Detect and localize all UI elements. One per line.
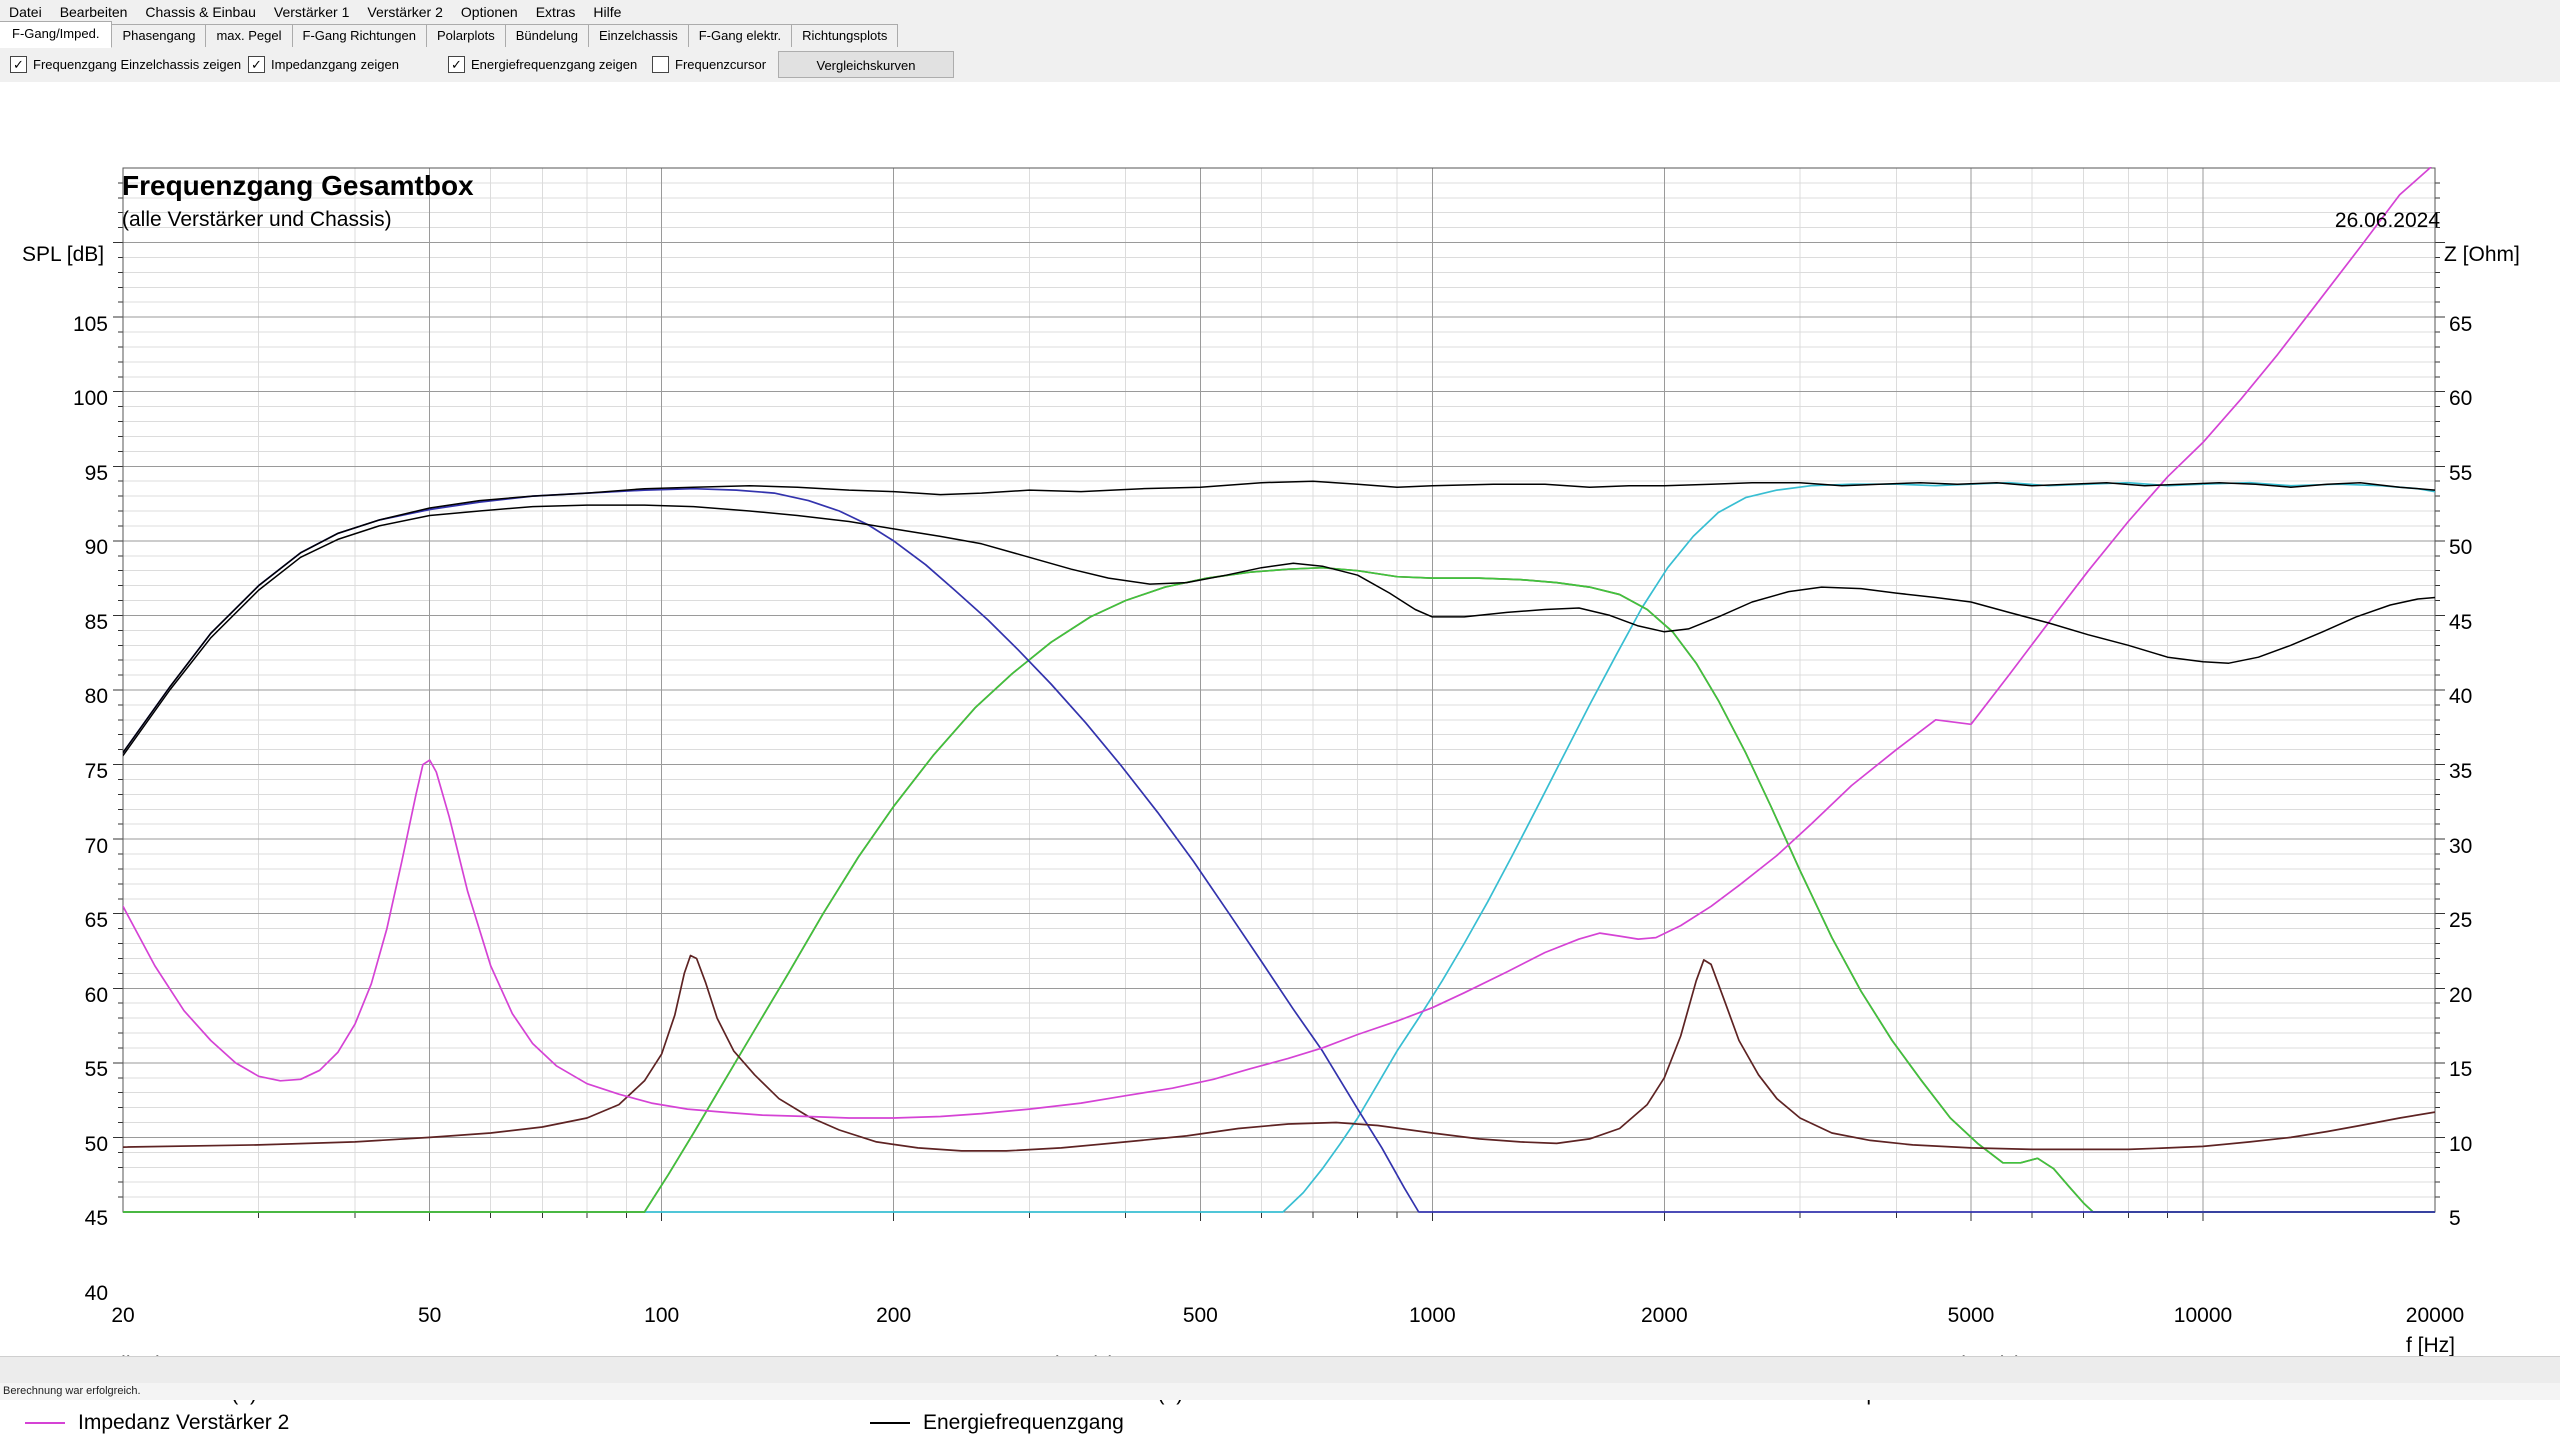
- tab-b-ndelung[interactable]: Bündelung: [504, 24, 589, 47]
- menu-item-optionen[interactable]: Optionen: [460, 4, 518, 20]
- y-left-tick-105: 105: [72, 312, 108, 336]
- checkbox-box[interactable]: ✓: [448, 56, 465, 73]
- y-left-tick-40: 40: [84, 1282, 108, 1305]
- y-left-tick-75: 75: [84, 760, 108, 783]
- menu-item-extras[interactable]: Extras: [535, 4, 576, 20]
- y-left-tick-55: 55: [84, 1058, 108, 1082]
- curve-impedanz-verst-rker-2: [123, 167, 2432, 1119]
- curve-impedanz-verst-rker-1: [123, 954, 2435, 1152]
- x-tick-1000: 1000: [1408, 1304, 1456, 1327]
- checkbox-impedanzgang-zeigen[interactable]: ✓ Impedanzgang zeigen: [248, 56, 399, 73]
- tab-f-gang-imped-[interactable]: F-Gang/Imped.: [0, 21, 113, 48]
- checkbox-frequenzcursor[interactable]: Frequenzcursor: [652, 56, 766, 73]
- y-right-tick-35: 35: [2449, 760, 2473, 783]
- menu-bar: Datei Bearbeiten Chassis & Einbau Verstärke…: [0, 0, 2560, 24]
- x-tick-20000: 20000: [2405, 1304, 2465, 1327]
- legend-label-energiefrequenzgang: Energiefrequenzgang: [923, 1411, 1124, 1434]
- checkbox-label: Frequenzgang Einzelchassis zeigen: [33, 57, 242, 72]
- curve-amplitude-gesamt: [123, 480, 2435, 754]
- curve-al-130-8-ohm-2-: [123, 566, 2435, 1213]
- frequency-response-chart: [113, 167, 2445, 1221]
- checkbox-box[interactable]: [652, 56, 669, 73]
- y-right-tick-20: 20: [2449, 983, 2473, 1007]
- bottom-strip: [0, 1356, 2560, 1384]
- x-tick-20: 20: [111, 1304, 135, 1327]
- y-left-axis-label: SPL [dB]: [22, 243, 105, 266]
- tab-f-gang-richtungen[interactable]: F-Gang Richtungen: [291, 24, 427, 47]
- chart-date: 26.06.2024: [2334, 209, 2440, 232]
- tab-max-pegel[interactable]: max. Pegel: [205, 24, 293, 47]
- curve-ke-25-sc-wg-8-ohm-4-: [123, 481, 2435, 1213]
- menu-item-verst-rker-2[interactable]: Verstärker 2: [367, 4, 443, 20]
- y-right-tick-45: 45: [2449, 610, 2473, 634]
- x-tick-100: 100: [644, 1304, 680, 1327]
- x-tick-500: 500: [1182, 1304, 1218, 1327]
- y-left-tick-60: 60: [84, 983, 108, 1007]
- menu-item-verst-rker-1[interactable]: Verstärker 1: [273, 4, 350, 20]
- tab-f-gang-elektr-[interactable]: F-Gang elektr.: [687, 24, 793, 47]
- x-tick-200: 200: [876, 1304, 912, 1327]
- tab-richtungsplots[interactable]: Richtungsplots: [791, 24, 899, 47]
- menu-item-datei[interactable]: Datei: [9, 4, 42, 20]
- x-tick-2000: 2000: [1640, 1304, 1688, 1327]
- tab-bar: F-Gang/Imped. Phasengang max. Pegel F-Gang …: [0, 21, 2560, 48]
- y-right-tick-50: 50: [2449, 536, 2473, 560]
- y-right-tick-65: 65: [2449, 312, 2473, 336]
- checkbox-label: Energiefrequenzgang zeigen: [471, 57, 638, 72]
- checkbox-box[interactable]: ✓: [248, 56, 265, 73]
- checkbox-label: Frequenzcursor: [675, 57, 767, 72]
- menu-item-hilfe[interactable]: Hilfe: [593, 4, 622, 20]
- menu-item-chassis-einbau[interactable]: Chassis & Einbau: [145, 4, 256, 20]
- y-left-tick-65: 65: [84, 909, 108, 933]
- x-tick-50: 50: [417, 1304, 442, 1327]
- chart-subtitle: (alle Verstärker und Chassis): [122, 208, 392, 231]
- y-right-axis-label: Z [Ohm]: [2444, 243, 2520, 266]
- curve-al-130-8-ohm-3-: [123, 566, 2435, 1213]
- y-right-tick-5: 5: [2449, 1207, 2461, 1231]
- y-left-tick-80: 80: [84, 685, 108, 709]
- checkbox-energiefrequenzgang-zeigen[interactable]: ✓ Energiefrequenzgang zeigen: [448, 56, 637, 73]
- y-right-tick-30: 30: [2449, 834, 2473, 858]
- y-right-tick-10: 10: [2449, 1132, 2473, 1156]
- y-right-tick-15: 15: [2449, 1058, 2473, 1082]
- legend-label-impedanz-verst-rker-2: Impedanz Verstärker 2: [78, 1411, 290, 1434]
- menu-item-bearbeiten[interactable]: Bearbeiten: [59, 4, 128, 20]
- legend-swatch-energiefrequenzgang: [870, 1422, 910, 1424]
- curve-energiefrequenzgang: [123, 504, 2435, 757]
- y-left-tick-45: 45: [84, 1207, 108, 1231]
- y-left-tick-85: 85: [84, 610, 108, 634]
- y-left-tick-100: 100: [72, 387, 108, 411]
- chart-panel: Frequenzgang Gesamtbox (alle Verstärker …: [0, 82, 2560, 1434]
- y-right-tick-25: 25: [2449, 909, 2473, 933]
- y-right-tick-60: 60: [2449, 387, 2473, 411]
- options-toolbar: Vergleichskurven einblenden ✓ Frequenzgan…: [0, 47, 2560, 98]
- checkbox-label: Impedanzgang zeigen: [271, 57, 399, 72]
- y-left-tick-50: 50: [84, 1132, 108, 1156]
- show-comparison-curves-button[interactable]: Vergleichskurven einblenden: [778, 51, 954, 98]
- x-tick-10000: 10000: [2173, 1304, 2233, 1327]
- status-bar: Berechnung war erfolgreich.: [0, 1383, 2560, 1400]
- tab-einzelchassis[interactable]: Einzelchassis: [587, 24, 689, 47]
- checkbox-box[interactable]: ✓: [10, 56, 27, 73]
- y-right-tick-55: 55: [2449, 461, 2473, 485]
- chart-title: Frequenzgang Gesamtbox: [122, 170, 474, 201]
- curve-tiw-300-8-ohm-1-: [123, 487, 2435, 1213]
- x-tick-5000: 5000: [1947, 1304, 1995, 1327]
- y-left-tick-95: 95: [84, 461, 108, 485]
- tab-phasengang[interactable]: Phasengang: [111, 24, 207, 47]
- status-text: Berechnung war erfolgreich.: [3, 1385, 141, 1397]
- y-left-tick-70: 70: [84, 834, 108, 858]
- y-right-tick-40: 40: [2449, 685, 2473, 709]
- tab-polarplots[interactable]: Polarplots: [425, 24, 506, 47]
- x-axis-label: f [Hz]: [2405, 1334, 2455, 1357]
- legend-swatch-impedanz-verst-rker-2: [25, 1422, 65, 1424]
- y-left-tick-90: 90: [84, 536, 108, 560]
- checkbox-frequenzgang-einzelchassis-zeigen[interactable]: ✓ Frequenzgang Einzelchassis zeigen: [10, 56, 241, 73]
